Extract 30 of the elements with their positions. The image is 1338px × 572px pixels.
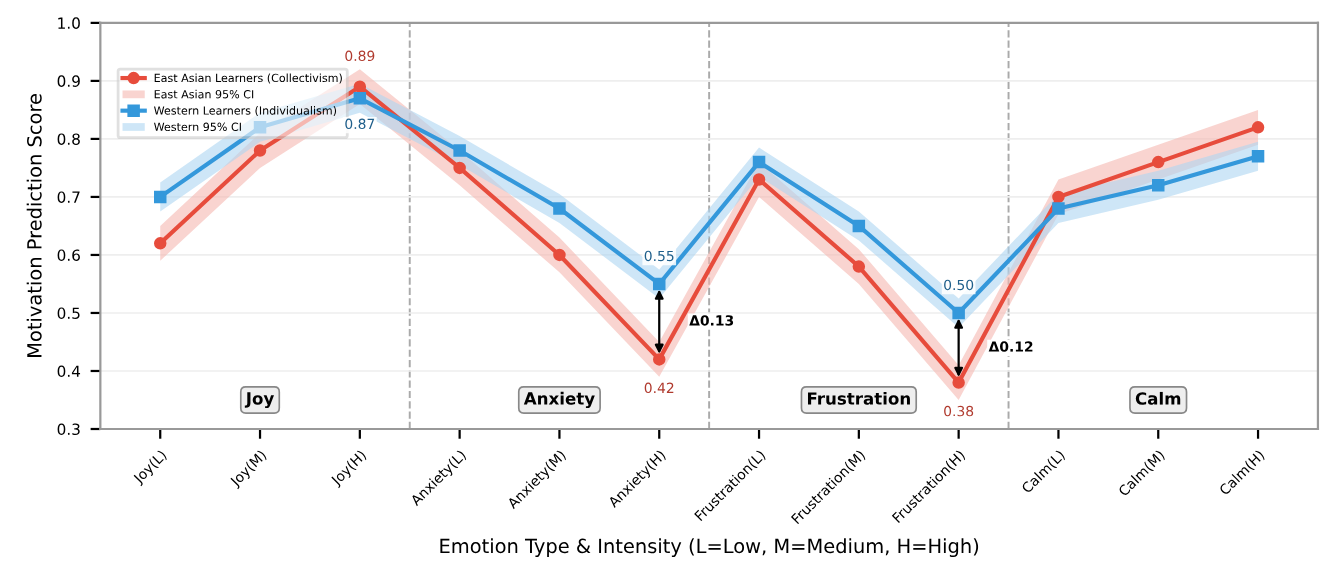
point [852, 219, 866, 233]
point [752, 155, 766, 169]
point [553, 202, 566, 215]
annotation: Anxiety [523, 391, 595, 409]
point [353, 80, 367, 93]
point [1152, 155, 1165, 169]
point [553, 248, 566, 262]
annotation: Calm [1135, 391, 1181, 405]
point [1052, 190, 1065, 204]
x-axis-title: Emotion Type & Intensity (L=Low, M=Medium, H=High) [440, 538, 979, 558]
point [652, 277, 666, 291]
point [353, 92, 367, 105]
point [253, 121, 267, 134]
y-axis-title: Motivation Prediction Score [26, 94, 42, 357]
point [952, 376, 965, 389]
point [153, 190, 167, 204]
point [153, 237, 167, 250]
point [852, 260, 866, 273]
point [1251, 121, 1265, 134]
annotation: Joy [244, 392, 274, 409]
annotation: Frustration [808, 391, 910, 405]
point [752, 173, 766, 186]
point [652, 353, 666, 366]
point [453, 144, 466, 157]
point [453, 161, 466, 175]
point [253, 144, 267, 157]
point [1251, 150, 1265, 163]
point [952, 306, 965, 320]
point [1152, 179, 1165, 192]
point [1052, 202, 1065, 215]
